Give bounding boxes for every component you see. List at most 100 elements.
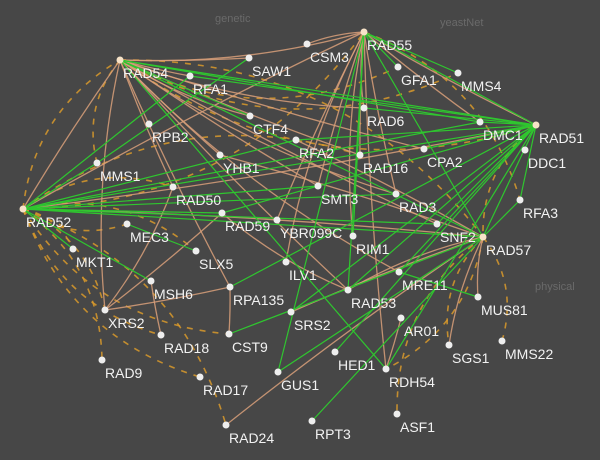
yeastNet-edge[interactable] (317, 31, 365, 187)
physical-edge[interactable] (334, 124, 537, 353)
node-mre11[interactable]: MRE11 (395, 268, 448, 294)
node-ybr099c[interactable]: YBR099C (273, 216, 343, 242)
genetic-edge[interactable] (22, 176, 174, 210)
node-dot[interactable] (274, 368, 282, 376)
yeastNet-edge[interactable] (119, 59, 319, 187)
node-ddc1[interactable]: DDC1 (521, 146, 567, 172)
node-rfa1[interactable]: RFA1 (186, 72, 229, 98)
physical-edge[interactable] (22, 193, 397, 210)
yeastNet-edge[interactable] (285, 31, 365, 263)
node-dot[interactable] (356, 151, 364, 159)
physical-edge[interactable] (22, 208, 74, 250)
yeastNet-edge[interactable] (22, 124, 537, 210)
node-dot[interactable] (226, 283, 234, 291)
physical-edge[interactable] (295, 124, 537, 141)
node-dot[interactable] (273, 216, 281, 224)
node-rad24[interactable]: RAD24 (222, 421, 275, 447)
node-dot[interactable] (395, 268, 403, 276)
node-rad59[interactable]: RAD59 (218, 209, 271, 235)
yeastNet-edge[interactable] (119, 57, 250, 62)
node-dot[interactable] (93, 159, 101, 167)
physical-edge[interactable] (96, 57, 250, 164)
node-yhb1[interactable]: YHB1 (216, 151, 260, 177)
node-rad9[interactable]: RAD9 (98, 356, 143, 382)
node-rim1[interactable]: RIM1 (349, 232, 390, 258)
node-dot[interactable] (19, 205, 27, 213)
node-dot[interactable] (282, 258, 290, 266)
node-dot[interactable] (225, 330, 233, 338)
physical-edge[interactable] (385, 124, 537, 370)
genetic-edge[interactable] (22, 208, 227, 426)
genetic-edge[interactable] (22, 202, 197, 252)
node-mkt1[interactable]: MKT1 (69, 245, 114, 271)
yeastNet-edge[interactable] (104, 186, 174, 311)
node-dot[interactable] (98, 356, 106, 364)
yeastNet-edge[interactable] (295, 139, 484, 238)
node-mms1[interactable]: MMS1 (93, 159, 141, 185)
node-dot[interactable] (218, 209, 226, 217)
node-dot[interactable] (246, 112, 254, 120)
node-dot[interactable] (393, 410, 401, 418)
physical-edge[interactable] (436, 124, 537, 225)
yeastNet-edge[interactable] (119, 59, 349, 291)
physical-edge[interactable] (229, 124, 537, 288)
node-dot[interactable] (420, 145, 428, 153)
node-dot[interactable] (287, 308, 295, 316)
node-ilv1[interactable]: ILV1 (282, 258, 317, 284)
node-dot[interactable] (186, 72, 194, 80)
node-dot[interactable] (476, 118, 484, 126)
node-mms22[interactable]: MMS22 (498, 337, 554, 363)
yeastNet-edge[interactable] (150, 280, 162, 336)
genetic-edge[interactable] (92, 59, 121, 164)
yeastNet-edge[interactable] (348, 31, 365, 237)
node-dot[interactable] (147, 277, 155, 285)
physical-edge[interactable] (482, 124, 537, 238)
physical-edge[interactable] (126, 223, 197, 252)
node-rad55[interactable]: RAD55 (360, 28, 413, 54)
yeastNet-edge[interactable] (119, 59, 231, 288)
node-dot[interactable] (169, 183, 177, 191)
genetic-edge[interactable] (22, 59, 121, 210)
physical-edge[interactable] (519, 124, 537, 201)
node-sgs1[interactable]: SGS1 (445, 341, 490, 367)
node-dot[interactable] (314, 182, 322, 190)
node-rpb2[interactable]: RPB2 (145, 120, 189, 146)
node-rad52[interactable]: RAD52 (19, 205, 72, 231)
node-dot[interactable] (101, 306, 109, 314)
node-dot[interactable] (394, 63, 402, 71)
node-rad54[interactable]: RAD54 (116, 56, 169, 82)
node-dot[interactable] (145, 120, 153, 128)
node-dot[interactable] (392, 190, 400, 198)
yeastNet-edge[interactable] (104, 286, 231, 311)
node-rad53[interactable]: RAD53 (344, 286, 397, 312)
node-dot[interactable] (454, 69, 462, 77)
physical-edge[interactable] (22, 208, 438, 225)
node-dmc1[interactable]: DMC1 (476, 118, 523, 144)
yeastNet-edge[interactable] (363, 31, 397, 195)
physical-edge[interactable] (22, 139, 297, 210)
node-dot[interactable] (516, 196, 524, 204)
yeastNet-edge[interactable] (385, 317, 402, 370)
node-rpt3[interactable]: RPT3 (308, 417, 352, 443)
node-cpa2[interactable]: CPA2 (420, 145, 463, 171)
yeastNet-edge[interactable] (22, 31, 365, 210)
node-cst9[interactable]: CST9 (225, 330, 269, 356)
physical-edge[interactable] (363, 31, 399, 68)
node-dot[interactable] (360, 28, 368, 36)
node-dot[interactable] (308, 417, 316, 425)
physical-edge[interactable] (311, 236, 484, 422)
genetic-edge[interactable] (22, 208, 128, 232)
yeastNet-edge[interactable] (476, 236, 484, 298)
node-csm3[interactable]: CSM3 (303, 40, 350, 66)
node-dot[interactable] (123, 220, 131, 228)
node-rad57[interactable]: RAD57 (479, 233, 532, 259)
node-rfa2[interactable]: RFA2 (292, 136, 335, 162)
physical-edge[interactable] (22, 121, 481, 210)
node-dot[interactable] (245, 54, 253, 62)
node-rad51[interactable]: RAD51 (532, 121, 585, 147)
genetic-edge[interactable] (482, 236, 508, 342)
physical-edge[interactable] (119, 59, 537, 126)
physical-edge[interactable] (228, 236, 484, 335)
physical-edge[interactable] (119, 59, 251, 117)
physical-edge[interactable] (22, 75, 191, 210)
